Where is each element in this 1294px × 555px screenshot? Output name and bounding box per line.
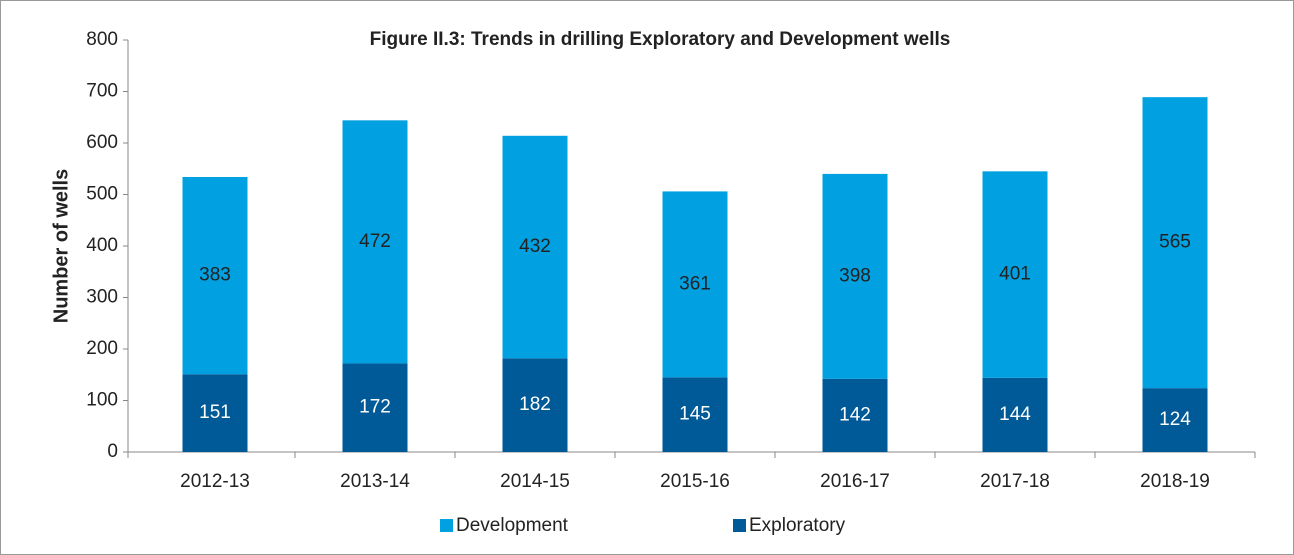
bar-segment bbox=[342, 363, 408, 452]
bar-segment bbox=[1142, 388, 1208, 452]
bar-segment bbox=[822, 378, 888, 452]
data-label: 472 bbox=[359, 231, 391, 252]
data-label: 182 bbox=[519, 394, 551, 415]
bar-segment bbox=[1142, 97, 1208, 389]
y-tick-label: 100 bbox=[86, 390, 118, 411]
legend-swatch bbox=[733, 519, 746, 532]
bar-segment bbox=[822, 173, 888, 379]
legend-label: Development bbox=[456, 515, 569, 536]
data-label: 145 bbox=[679, 404, 711, 425]
data-label: 398 bbox=[839, 265, 871, 286]
legend-swatch bbox=[440, 519, 453, 532]
x-tick-label: 2016-17 bbox=[820, 471, 890, 492]
y-tick-label: 700 bbox=[86, 81, 118, 102]
bar-segment bbox=[502, 358, 568, 452]
data-label: 565 bbox=[1159, 232, 1191, 253]
y-tick-label: 300 bbox=[86, 287, 118, 308]
y-tick-label: 600 bbox=[86, 132, 118, 153]
chart-title: Figure II.3: Trends in drilling Explorat… bbox=[370, 29, 951, 50]
y-tick-label: 0 bbox=[107, 441, 118, 462]
y-tick-label: 200 bbox=[86, 338, 118, 359]
y-axis-label: Number of wells bbox=[50, 169, 72, 323]
bar-segment bbox=[342, 120, 408, 364]
y-tick-label: 800 bbox=[86, 29, 118, 50]
data-label: 172 bbox=[359, 397, 391, 418]
data-label: 432 bbox=[519, 236, 551, 257]
x-tick-label: 2017-18 bbox=[980, 471, 1050, 492]
bar-segment bbox=[182, 374, 248, 452]
data-label: 361 bbox=[679, 273, 711, 294]
data-label: 401 bbox=[999, 264, 1031, 285]
x-tick-label: 2014-15 bbox=[500, 471, 570, 492]
data-label: 151 bbox=[199, 402, 231, 423]
data-label: 383 bbox=[199, 265, 231, 286]
x-tick-label: 2012-13 bbox=[180, 471, 250, 492]
data-label: 124 bbox=[1159, 409, 1191, 430]
data-label: 144 bbox=[999, 404, 1031, 425]
data-label: 142 bbox=[839, 404, 871, 425]
bar-segment bbox=[182, 176, 248, 375]
bar-segment bbox=[502, 135, 568, 359]
x-tick-label: 2013-14 bbox=[340, 471, 410, 492]
x-tick-label: 2015-16 bbox=[660, 471, 730, 492]
bar-segment bbox=[982, 171, 1048, 378]
bar-segment bbox=[662, 191, 728, 378]
x-tick-label: 2018-19 bbox=[1140, 471, 1210, 492]
y-tick-label: 500 bbox=[86, 184, 118, 205]
legend-label: Exploratory bbox=[749, 515, 846, 536]
bar-segment bbox=[662, 377, 728, 452]
bar-segment bbox=[982, 377, 1048, 452]
y-tick-label: 400 bbox=[86, 235, 118, 256]
